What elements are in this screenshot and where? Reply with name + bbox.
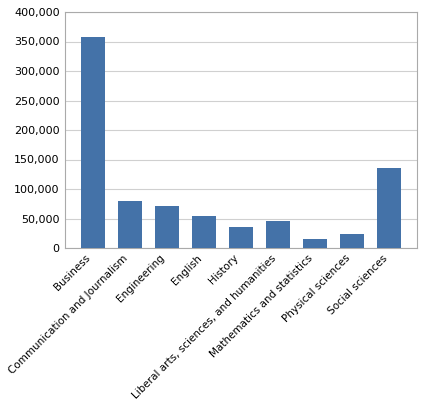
Bar [266,221,290,248]
Bar [117,201,141,248]
Bar [155,206,179,248]
Bar [377,168,401,248]
Bar [303,238,327,248]
Bar [192,216,216,248]
Bar [80,37,104,248]
Bar [229,227,253,248]
Bar [340,234,364,248]
